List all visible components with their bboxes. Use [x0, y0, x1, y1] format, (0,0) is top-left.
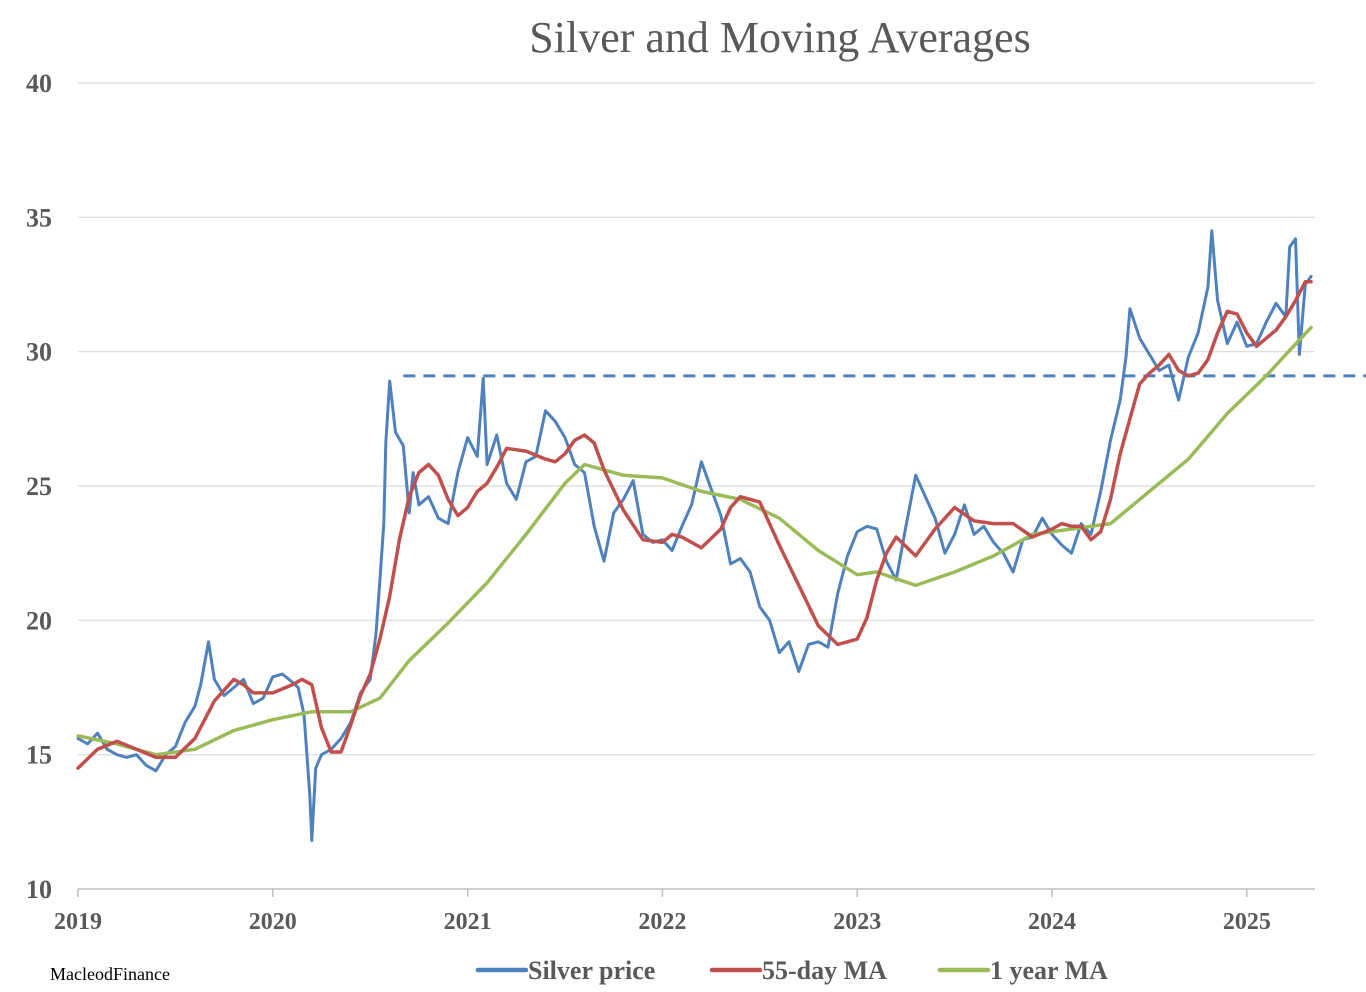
x-axis: 2019 2020 2021 2022 2023 2024 2025 — [54, 888, 1315, 935]
x-tick-label-2024: 2024 — [1028, 909, 1076, 935]
chart-title: Silver and Moving Averages — [529, 13, 1030, 62]
legend: Silver price 55-day MA 1 year MA — [475, 956, 1108, 985]
source-label: MacleodFinance — [50, 964, 170, 984]
series-line-55-day-ma — [76, 280, 1313, 770]
series-line-1-year-ma — [76, 325, 1313, 757]
x-tick-label-2022: 2022 — [638, 909, 686, 935]
x-tick-label-2019: 2019 — [54, 909, 102, 935]
x-tick-label-2023: 2023 — [833, 909, 881, 935]
y-tick-label-40: 40 — [26, 69, 52, 98]
y-axis-ticks: 10 15 20 25 30 35 40 — [26, 69, 52, 904]
legend-label-1-year-ma: 1 year MA — [990, 956, 1108, 985]
x-tick-label-2020: 2020 — [249, 909, 297, 935]
series-layer — [76, 229, 1313, 843]
y-tick-label-25: 25 — [26, 472, 52, 501]
y-tick-label-15: 15 — [26, 741, 52, 770]
y-tick-label-10: 10 — [26, 875, 52, 904]
series-line-silver-price — [76, 229, 1313, 843]
y-tick-label-30: 30 — [26, 338, 52, 367]
y-tick-label-20: 20 — [26, 606, 52, 635]
x-tick-label-2025: 2025 — [1223, 909, 1271, 935]
legend-label-silver-price: Silver price — [528, 956, 655, 985]
x-tick-label-2021: 2021 — [444, 909, 492, 935]
y-tick-label-35: 35 — [26, 203, 52, 232]
legend-label-55-day-ma: 55-day MA — [762, 956, 887, 985]
